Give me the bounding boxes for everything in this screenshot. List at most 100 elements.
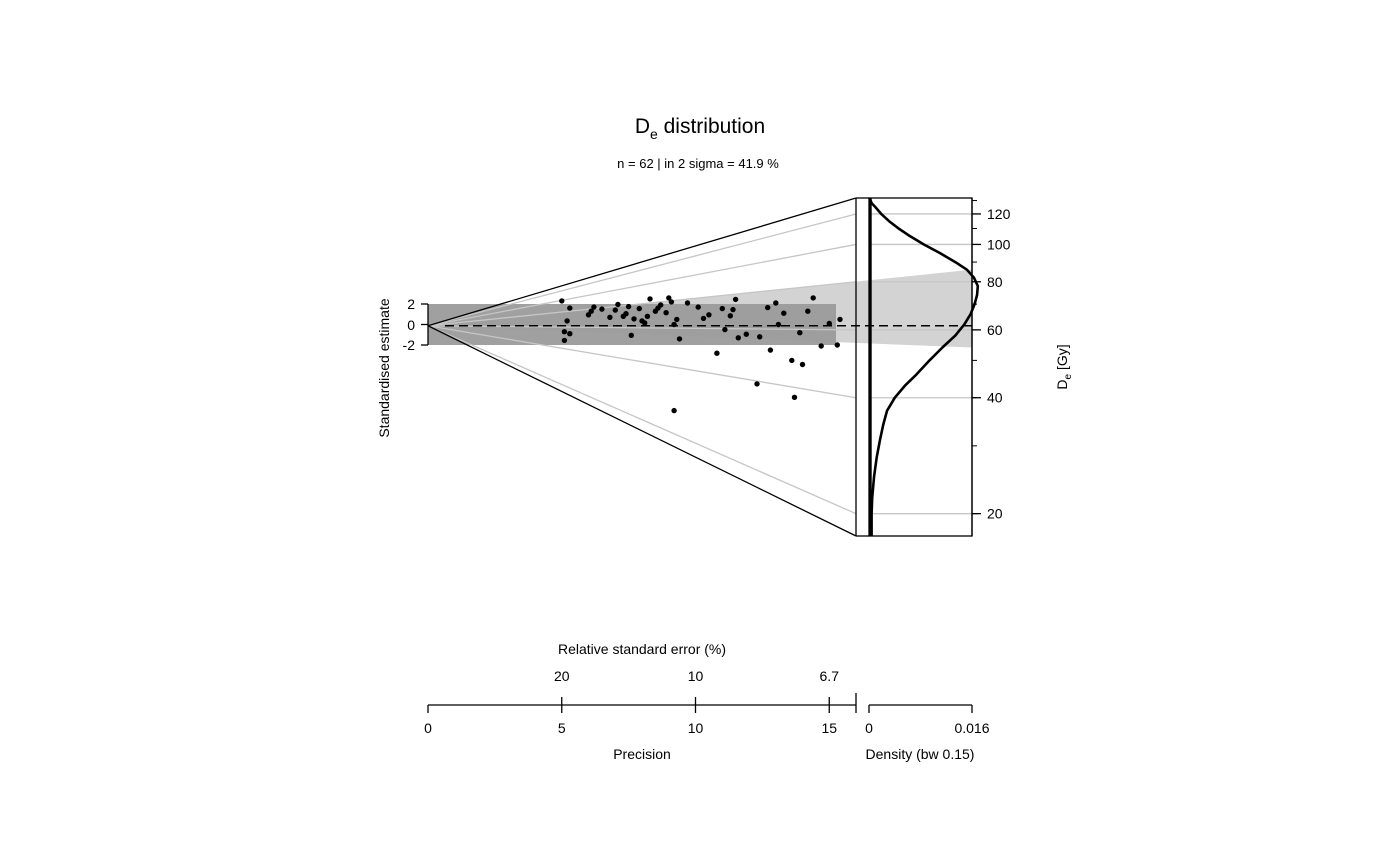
y-axis-label: Standardised estimate bbox=[376, 298, 392, 438]
data-point bbox=[591, 304, 597, 310]
x-tick-label: 0 bbox=[424, 720, 432, 736]
density-curve bbox=[868, 197, 980, 536]
standardised-axis: 2 0 -2 Standardised estimate bbox=[376, 296, 429, 438]
density-tick-label: 0 bbox=[865, 720, 873, 736]
rse-tick-label: 20 bbox=[554, 668, 570, 684]
data-point bbox=[765, 304, 771, 311]
data-point bbox=[644, 313, 651, 319]
y-tick-label: -2 bbox=[403, 337, 416, 353]
data-point bbox=[767, 347, 774, 353]
data-point bbox=[599, 306, 605, 312]
rse-axis-label: Relative standard error (%) bbox=[558, 641, 726, 657]
data-point bbox=[636, 305, 642, 312]
z-tick-label: 120 bbox=[987, 206, 1011, 222]
data-point bbox=[706, 312, 712, 318]
data-point bbox=[567, 331, 573, 337]
data-point bbox=[647, 296, 653, 302]
data-point bbox=[655, 305, 661, 311]
data-point bbox=[775, 321, 782, 328]
two-sigma-band bbox=[428, 304, 836, 345]
data-point bbox=[671, 321, 677, 328]
x-axis-label: Precision bbox=[613, 746, 671, 762]
data-point bbox=[663, 310, 669, 316]
data-point bbox=[561, 337, 568, 344]
chart-title: De distribution bbox=[635, 115, 765, 142]
precision-axis: 0 5 10 15 20 10 6.7 bbox=[424, 668, 857, 736]
data-point bbox=[642, 320, 648, 326]
z-axis-label: De [Gy] bbox=[1054, 344, 1074, 389]
data-point bbox=[684, 300, 691, 306]
data-point bbox=[668, 299, 675, 305]
rse-tick-label: 6.7 bbox=[820, 668, 840, 684]
data-point bbox=[834, 342, 840, 348]
radial-line bbox=[427, 243, 857, 327]
y-tick-label: 2 bbox=[407, 296, 415, 312]
density-panel bbox=[868, 197, 980, 536]
data-point bbox=[735, 335, 741, 341]
x-tick-label: 15 bbox=[821, 720, 837, 736]
data-point bbox=[743, 331, 749, 337]
data-point bbox=[810, 295, 816, 301]
x-tick-label: 10 bbox=[688, 720, 704, 736]
data-point bbox=[789, 357, 795, 364]
data-point bbox=[620, 313, 626, 319]
data-point bbox=[732, 296, 739, 303]
data-point bbox=[719, 305, 725, 312]
z-tick-label: 60 bbox=[987, 322, 1003, 338]
data-point bbox=[727, 313, 733, 319]
data-point bbox=[607, 314, 613, 320]
data-point bbox=[805, 308, 811, 314]
radial-line bbox=[427, 325, 857, 515]
data-point bbox=[773, 300, 779, 306]
data-point bbox=[631, 316, 637, 322]
data-point bbox=[791, 394, 798, 400]
data-point bbox=[818, 343, 824, 349]
data-point bbox=[722, 326, 728, 333]
data-point bbox=[615, 301, 621, 308]
frame-upper bbox=[427, 197, 857, 327]
density-axis: 0 0.016 Density (bw 0.15) bbox=[865, 704, 990, 762]
density-axis-label: Density (bw 0.15) bbox=[866, 746, 975, 762]
data-point bbox=[674, 316, 680, 323]
z-tick-label: 40 bbox=[987, 390, 1003, 406]
data-point bbox=[714, 350, 720, 356]
data-point bbox=[754, 381, 760, 387]
y-tick-label: 0 bbox=[407, 317, 415, 333]
data-point bbox=[695, 304, 701, 310]
density-frame bbox=[868, 197, 973, 537]
data-point bbox=[781, 310, 787, 316]
data-point bbox=[730, 306, 736, 313]
data-point bbox=[799, 361, 806, 368]
data-point bbox=[567, 305, 573, 311]
data-point bbox=[700, 315, 707, 322]
data-point bbox=[757, 334, 763, 340]
rse-tick-label: 10 bbox=[688, 668, 704, 684]
data-point bbox=[671, 407, 677, 414]
chart-subtitle: n = 62 | in 2 sigma = 41.9 % bbox=[617, 156, 779, 171]
radial-lines bbox=[427, 213, 972, 515]
data-point bbox=[561, 329, 568, 335]
radial-line bbox=[427, 213, 857, 327]
data-point bbox=[588, 308, 594, 314]
data-point bbox=[676, 336, 683, 342]
frame-lower bbox=[427, 325, 857, 537]
z-tick-label: 80 bbox=[987, 274, 1003, 290]
z-tick-label: 20 bbox=[987, 506, 1003, 522]
radial-line bbox=[427, 325, 857, 399]
plot-frame bbox=[427, 197, 973, 537]
data-point bbox=[628, 332, 634, 338]
data-point bbox=[612, 307, 618, 313]
z-tick-label: 100 bbox=[987, 236, 1011, 252]
data-point bbox=[837, 316, 843, 323]
de-axis: 20 40 60 80 100 120 bbox=[971, 198, 1011, 536]
data-point bbox=[559, 298, 565, 304]
data-point bbox=[797, 330, 803, 336]
radial-line bbox=[427, 281, 857, 327]
density-tick-label: 0.016 bbox=[954, 720, 989, 736]
data-point bbox=[564, 318, 570, 324]
x-tick-label: 5 bbox=[558, 720, 566, 736]
data-points bbox=[559, 295, 843, 414]
data-point bbox=[666, 295, 672, 301]
radial-line bbox=[427, 325, 857, 331]
data-point bbox=[625, 303, 632, 310]
